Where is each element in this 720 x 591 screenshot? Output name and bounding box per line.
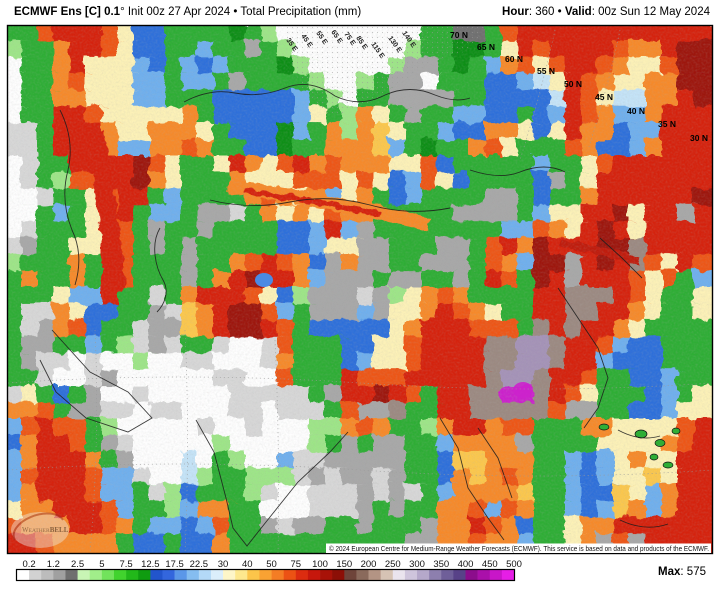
svg-text:22.5: 22.5 (190, 559, 209, 570)
svg-text:300: 300 (409, 559, 425, 570)
svg-text:17.5: 17.5 (165, 559, 184, 570)
svg-text:65 N: 65 N (477, 42, 495, 52)
svg-text:75: 75 (291, 559, 302, 570)
svg-text:50: 50 (266, 559, 277, 570)
svg-text:40: 40 (242, 559, 253, 570)
svg-text:30 N: 30 N (690, 133, 708, 143)
svg-text:2.5: 2.5 (71, 559, 84, 570)
svg-text:350: 350 (433, 559, 449, 570)
svg-text:45 N: 45 N (595, 92, 613, 102)
svg-text:200: 200 (361, 559, 377, 570)
svg-text:60 N: 60 N (505, 54, 523, 64)
svg-text:12.5: 12.5 (141, 559, 160, 570)
svg-text:250: 250 (385, 559, 401, 570)
svg-text:0.2: 0.2 (23, 559, 36, 570)
svg-text:40 N: 40 N (627, 106, 645, 116)
svg-text:400: 400 (458, 559, 474, 570)
svg-text:1.2: 1.2 (47, 559, 60, 570)
svg-text:30: 30 (218, 559, 229, 570)
svg-text:© 2024 European Centre for Med: © 2024 European Centre for Medium-Range … (329, 544, 709, 553)
svg-text:100: 100 (312, 559, 328, 570)
svg-text:70 N: 70 N (450, 30, 468, 40)
svg-text:55 N: 55 N (537, 66, 555, 76)
svg-text:150: 150 (336, 559, 352, 570)
svg-text:50 N: 50 N (564, 79, 582, 89)
svg-text:500: 500 (506, 559, 522, 570)
svg-text:450: 450 (482, 559, 498, 570)
svg-text:WEATHERBELL: WEATHERBELL (22, 526, 69, 534)
svg-text:5: 5 (99, 559, 104, 570)
svg-text:7.5: 7.5 (119, 559, 132, 570)
svg-text:35 N: 35 N (658, 119, 676, 129)
